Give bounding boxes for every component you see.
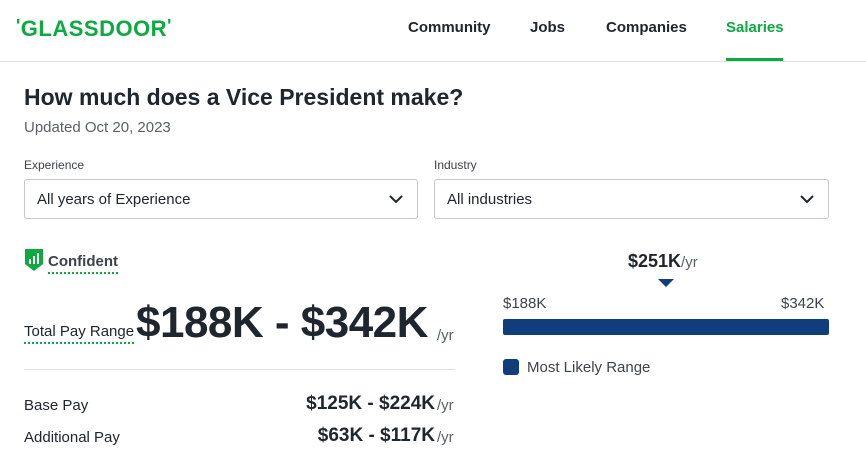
- glassdoor-logo[interactable]: 'GLASSDOOR': [16, 16, 172, 41]
- experience-value: All years of Experience: [37, 191, 191, 208]
- total-pay-range-label[interactable]: Total Pay Range: [24, 323, 135, 344]
- industry-value: All industries: [447, 191, 533, 208]
- range-max-label: $342K: [781, 295, 825, 312]
- pay-range-bar: [503, 319, 829, 335]
- page-title: How much does a Vice President make?: [24, 84, 464, 110]
- confidence-label[interactable]: Confident: [48, 253, 118, 274]
- nav-community[interactable]: Community: [408, 19, 491, 36]
- median-pay-value: $251K: [628, 251, 682, 271]
- additional-pay-label: Additional Pay: [24, 429, 120, 446]
- nav-companies[interactable]: Companies: [606, 19, 687, 36]
- industry-dropdown[interactable]: All industries: [434, 179, 829, 219]
- experience-dropdown[interactable]: All years of Experience: [24, 179, 418, 219]
- chevron-down-icon: [389, 195, 403, 204]
- confidence-shield-icon: [25, 249, 43, 271]
- nav-jobs[interactable]: Jobs: [530, 19, 566, 36]
- total-pay-range-value: $188K - $342K: [136, 298, 428, 347]
- base-pay-label: Base Pay: [24, 397, 89, 414]
- chevron-down-icon: [800, 195, 814, 204]
- total-pay-range-unit: /yr: [437, 327, 454, 344]
- base-pay-value: $125K - $224K: [306, 393, 435, 414]
- updated-date: Updated Oct 20, 2023: [24, 119, 171, 136]
- nav-salaries[interactable]: Salaries: [726, 19, 784, 36]
- industry-label: Industry: [434, 158, 477, 172]
- divider: [24, 369, 455, 370]
- additional-pay-value: $63K - $117K: [317, 425, 435, 446]
- additional-pay-unit: /yr: [437, 429, 454, 446]
- median-marker: [658, 279, 674, 287]
- base-pay-unit: /yr: [437, 397, 454, 414]
- nav-active-indicator: [726, 58, 783, 61]
- legend-swatch: [503, 359, 519, 375]
- median-pay: $251K/yr: [628, 251, 698, 272]
- median-pay-unit: /yr: [681, 254, 698, 271]
- legend-most-likely-range: Most Likely Range: [527, 359, 651, 376]
- top-header: 'GLASSDOOR' Community Jobs Companies Sal…: [0, 0, 866, 62]
- range-min-label: $188K: [503, 295, 547, 312]
- experience-label: Experience: [24, 158, 85, 172]
